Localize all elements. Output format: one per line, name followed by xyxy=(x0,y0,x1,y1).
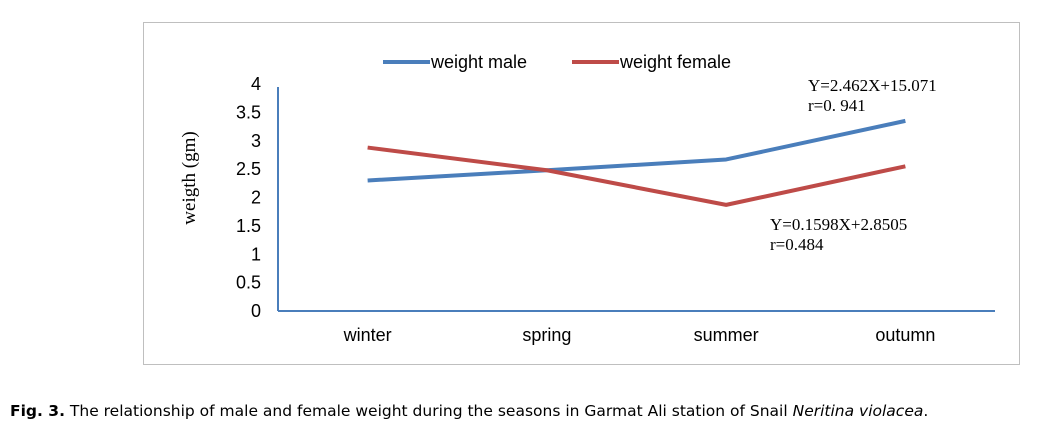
caption-text: The relationship of male and female weig… xyxy=(64,402,793,420)
x-category-label: outumn xyxy=(875,325,935,345)
series-line-male xyxy=(367,118,906,183)
female-equation: Y=0.1598X+2.8505 xyxy=(770,215,907,234)
x-category-label: spring xyxy=(522,325,571,345)
series-line-female xyxy=(367,145,906,207)
y-tick-label: 2 xyxy=(251,188,261,208)
axes xyxy=(277,87,995,312)
legend: weight male weight female xyxy=(383,52,731,72)
x-category-label: winter xyxy=(343,325,392,345)
y-tick-label: 0.5 xyxy=(236,273,261,293)
y-tick-label: 3 xyxy=(251,131,261,151)
x-category-labels: winter spring summer outumn xyxy=(343,325,936,345)
y-tick-label: 1 xyxy=(251,244,261,264)
caption-species: Neritina violacea xyxy=(792,402,924,420)
legend-label-male: weight male xyxy=(430,52,527,72)
caption-fig-label: Fig. 3. xyxy=(10,402,65,420)
y-tick-label: 2.5 xyxy=(236,159,261,179)
figure-caption: Fig. 3. The relationship of male and fem… xyxy=(10,402,1050,420)
y-tick-label: 0 xyxy=(251,301,261,321)
y-axis-label: weigth (gm) xyxy=(179,131,200,224)
male-equation: Y=2.462X+15.071 xyxy=(808,76,937,95)
male-r-value: r=0. 941 xyxy=(808,96,866,115)
legend-label-female: weight female xyxy=(619,52,731,72)
series-lines xyxy=(367,118,906,207)
y-tick-label: 1.5 xyxy=(236,216,261,236)
chart-area xyxy=(143,22,1020,365)
caption-end: . xyxy=(923,402,929,420)
y-tick-labels: 0 0.5 1 1.5 2 2.5 3 3.5 4 xyxy=(236,74,261,321)
female-r-value: r=0.484 xyxy=(770,235,824,254)
x-category-label: summer xyxy=(694,325,759,345)
y-tick-label: 4 xyxy=(251,74,261,94)
y-tick-label: 3.5 xyxy=(236,102,261,122)
